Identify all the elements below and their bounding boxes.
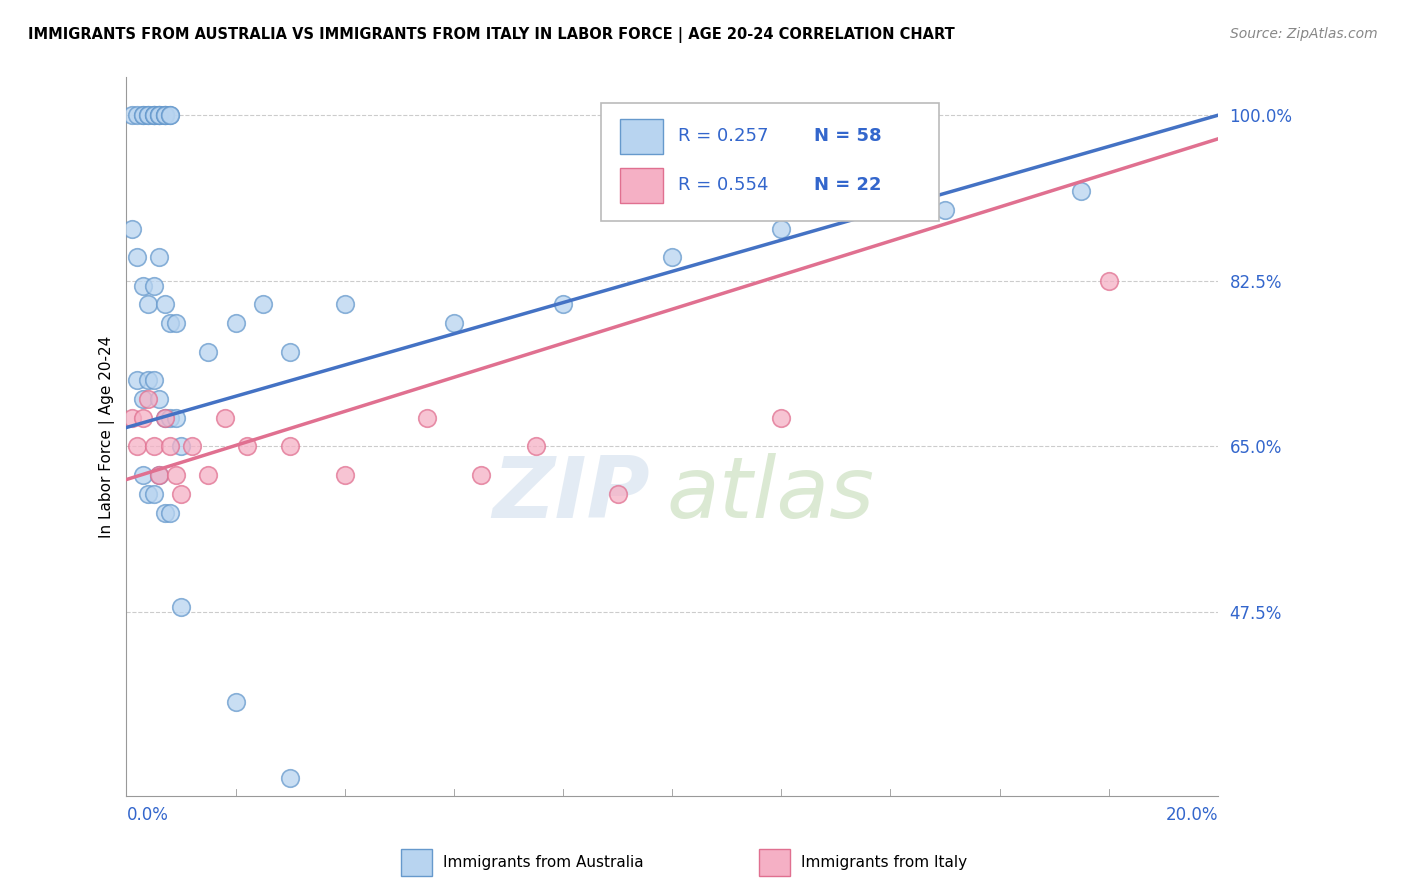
Bar [620, 168, 664, 202]
Point [225, 695, 247, 709]
Point [170, 600, 193, 615]
Point [136, 297, 159, 311]
Point [333, 467, 356, 482]
Point [132, 411, 155, 425]
Point [170, 486, 193, 500]
Point [121, 411, 143, 425]
Point [153, 506, 176, 520]
Point [121, 108, 143, 122]
Point [132, 108, 155, 122]
Text: 0.0%: 0.0% [127, 805, 169, 824]
Point [142, 439, 165, 453]
Point [165, 317, 187, 331]
Point [278, 439, 301, 453]
Point [170, 439, 193, 453]
Point [148, 108, 170, 122]
Point [142, 108, 165, 122]
Point [165, 467, 187, 482]
Y-axis label: In Labor Force | Age 20-24: In Labor Force | Age 20-24 [100, 335, 115, 538]
Text: Immigrants from Italy: Immigrants from Italy [801, 855, 967, 870]
Point [148, 467, 170, 482]
Point [197, 467, 219, 482]
Point [214, 411, 236, 425]
Point [153, 411, 176, 425]
Point [148, 108, 170, 122]
Point [770, 411, 793, 425]
Point [136, 486, 159, 500]
Point [165, 411, 187, 425]
Point [142, 108, 165, 122]
Point [148, 108, 170, 122]
Point [159, 411, 181, 425]
Point [148, 467, 170, 482]
Point [1070, 184, 1092, 198]
Point [136, 108, 159, 122]
Point [127, 108, 149, 122]
Point [142, 486, 165, 500]
Point [148, 392, 170, 406]
FancyBboxPatch shape [602, 103, 939, 221]
Point [148, 250, 170, 264]
Point [661, 250, 683, 264]
Point [153, 108, 176, 122]
Point [127, 250, 149, 264]
Text: ZIP: ZIP [492, 453, 651, 536]
Text: Immigrants from Australia: Immigrants from Australia [443, 855, 644, 870]
Point [551, 297, 574, 311]
Point [278, 344, 301, 359]
Point [142, 108, 165, 122]
Text: N = 58: N = 58 [814, 128, 882, 145]
Point [278, 771, 301, 785]
Point [333, 297, 356, 311]
Point [136, 373, 159, 387]
Point [415, 411, 437, 425]
Point [524, 439, 547, 453]
Text: Source: ZipAtlas.com: Source: ZipAtlas.com [1230, 27, 1378, 41]
Point [159, 317, 181, 331]
Point [121, 222, 143, 236]
Point [159, 439, 181, 453]
Point [136, 392, 159, 406]
Point [153, 108, 176, 122]
Point [142, 278, 165, 293]
Point [197, 344, 219, 359]
Point [159, 108, 181, 122]
Text: R = 0.257: R = 0.257 [678, 128, 768, 145]
Point [159, 108, 181, 122]
Point [127, 439, 149, 453]
Bar [620, 120, 664, 153]
Point [252, 297, 274, 311]
Point [132, 467, 155, 482]
Point [934, 202, 956, 217]
Point [159, 506, 181, 520]
Point [235, 439, 257, 453]
Point [132, 108, 155, 122]
Point [1098, 274, 1121, 288]
Point [142, 373, 165, 387]
Text: N = 22: N = 22 [814, 177, 882, 194]
Point [470, 467, 492, 482]
Point [770, 222, 793, 236]
Text: IMMIGRANTS FROM AUSTRALIA VS IMMIGRANTS FROM ITALY IN LABOR FORCE | AGE 20-24 CO: IMMIGRANTS FROM AUSTRALIA VS IMMIGRANTS … [28, 27, 955, 43]
Text: atlas: atlas [666, 453, 875, 536]
Point [443, 317, 465, 331]
Point [153, 411, 176, 425]
Point [606, 486, 628, 500]
Point [181, 439, 204, 453]
Point [127, 373, 149, 387]
Point [132, 278, 155, 293]
Point [153, 297, 176, 311]
Point [136, 108, 159, 122]
Point [153, 108, 176, 122]
Point [225, 317, 247, 331]
Text: R = 0.554: R = 0.554 [678, 177, 768, 194]
Point [132, 392, 155, 406]
Text: 20.0%: 20.0% [1166, 805, 1218, 824]
